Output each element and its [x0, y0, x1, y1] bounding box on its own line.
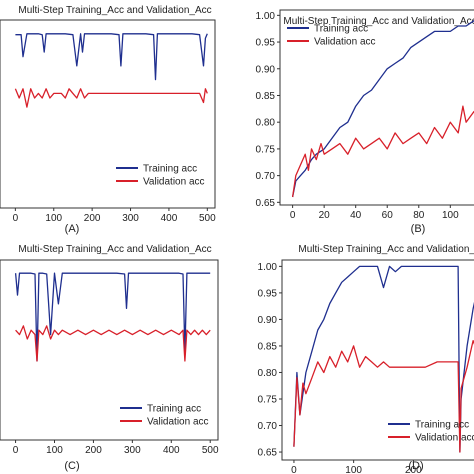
panel-d-y-tick-label: 0.65 [258, 448, 278, 459]
panel-b-y-tick-label: 0.80 [256, 118, 276, 129]
panel-c-x-tick-label: 400 [163, 445, 180, 456]
panel-d-y-tick-label: 1.00 [258, 262, 278, 273]
panel-d-x-tick-label: 200 [405, 465, 422, 474]
panel-a-x-tick-label: 100 [45, 213, 62, 224]
panel-b-x-tick-label: 0 [290, 210, 296, 221]
panel-c-x-ticks: 0 100 200 300 400 500 [13, 440, 219, 456]
panel-a-x-ticks: 0 100 200 300 400 500 [13, 208, 216, 224]
panel-c-legend-label: Training acc [147, 404, 201, 415]
panel-b-title: Multi-Step Training_Acc and Validation_A… [283, 16, 474, 27]
panel-a-validation-line [14, 88, 208, 108]
panel-b-legend-label: Validation acc [314, 37, 376, 48]
panel-b-x-tick-label: 80 [413, 210, 425, 221]
panel-d-y-tick-label: 0.85 [258, 341, 278, 352]
panel-b-x-ticks: 0 20 40 60 80 100 [290, 205, 459, 221]
panel-c-training-line [14, 272, 211, 362]
panel-b-y-tick-label: 0.85 [256, 91, 276, 102]
panel-c-legend-label: Validation acc [147, 417, 209, 428]
panel-a-x-tick-label: 200 [84, 213, 101, 224]
panel-b-lines [291, 20, 474, 198]
panel-b-y-tick-label: 0.70 [256, 171, 276, 182]
panel-d-y-tick-label: 0.95 [258, 288, 278, 299]
panel-d-validation-line [293, 339, 474, 453]
panel-b-validation-line [291, 105, 474, 198]
panel-a: Multi-Step Training_Acc and Validation_A… [0, 5, 216, 235]
panel-b-x-tick-label: 60 [382, 210, 394, 221]
panel-c-x-tick-label: 200 [85, 445, 102, 456]
panel-d-x-tick-label: 100 [345, 465, 362, 474]
panel-c-x-tick-label: 500 [202, 445, 219, 456]
panel-a-lines [14, 33, 208, 108]
panel-a-legend-label: Training acc [143, 164, 197, 175]
panel-b-x-tick-label: 20 [319, 210, 331, 221]
panel-d-y-tick-label: 0.90 [258, 315, 278, 326]
panel-d-x-tick-label: 0 [291, 465, 297, 474]
panel-b-y-tick-label: 0.90 [256, 64, 276, 75]
panel-b-legend: Training acc Validation acc [287, 24, 376, 48]
panel-c-x-tick-label: 0 [13, 445, 19, 456]
panel-c-title: Multi-Step Training_Acc and Validation_A… [18, 244, 211, 255]
panel-a-axes [0, 19, 216, 209]
panel-d-label: (D) [408, 460, 423, 472]
panel-b-x-tick-label: 40 [350, 210, 362, 221]
panel-a-x-tick-label: 0 [13, 213, 19, 224]
panel-d-axes [281, 259, 474, 461]
panel-a-x-tick-label: 500 [199, 213, 216, 224]
panel-c-axes [0, 259, 219, 441]
panel-b-y-tick-label: 0.95 [256, 38, 276, 49]
panel-a-x-tick-label: 300 [122, 213, 139, 224]
panel-b-y-tick-label: 1.00 [256, 11, 276, 22]
panel-b-y-tick-label: 0.75 [256, 144, 276, 155]
panel-c-legend: Training acc Validation acc [120, 404, 209, 428]
panel-a-legend-label: Validation acc [143, 177, 205, 188]
panel-c-label: (C) [64, 460, 79, 472]
panel-d-legend: Training acc Validation acc [388, 420, 474, 444]
panel-b-y-ticks: 0.65 0.70 0.75 0.80 0.85 0.90 0.95 1.00 [256, 11, 280, 209]
panel-d-x-ticks: 0 100 200 [291, 460, 422, 474]
panel-b-y-tick-label: 0.65 [256, 198, 276, 209]
panel-a-training-line [15, 33, 208, 81]
panel-d-legend-label: Validation acc [415, 433, 474, 444]
panel-a-label: (A) [65, 223, 80, 235]
panel-a-x-tick-label: 400 [161, 213, 178, 224]
panel-b-legend-label: Training acc [314, 24, 368, 35]
panel-b-axes [279, 9, 474, 206]
panel-a-title: Multi-Step Training_Acc and Validation_A… [18, 5, 211, 16]
panel-b-label: (B) [411, 223, 426, 235]
panel-c-lines [14, 272, 211, 362]
panel-d: Multi-Step Training_Acc and Validation_A… [258, 244, 474, 474]
panel-c-x-tick-label: 300 [124, 445, 141, 456]
panel-c-x-tick-label: 100 [46, 445, 63, 456]
panel-c: Multi-Step Training_Acc and Validation_A… [0, 244, 219, 472]
panel-a-legend: Training acc Validation acc [116, 164, 205, 188]
panel-c-validation-line [15, 325, 211, 362]
panel-b: Multi-Step Training_Acc and Validation_A… [256, 9, 474, 235]
panel-d-legend-label: Training acc [415, 420, 469, 431]
panel-d-lines [293, 265, 474, 453]
panel-d-y-ticks: 0.65 0.70 0.75 0.80 0.85 0.90 0.95 1.00 [258, 262, 282, 459]
panel-d-y-tick-label: 0.75 [258, 394, 278, 405]
panel-b-x-tick-label: 100 [442, 210, 459, 221]
panel-d-y-tick-label: 0.80 [258, 368, 278, 379]
panel-d-y-tick-label: 0.70 [258, 421, 278, 432]
panel-d-title: Multi-Step Training_Acc and Validation_A… [298, 244, 474, 255]
